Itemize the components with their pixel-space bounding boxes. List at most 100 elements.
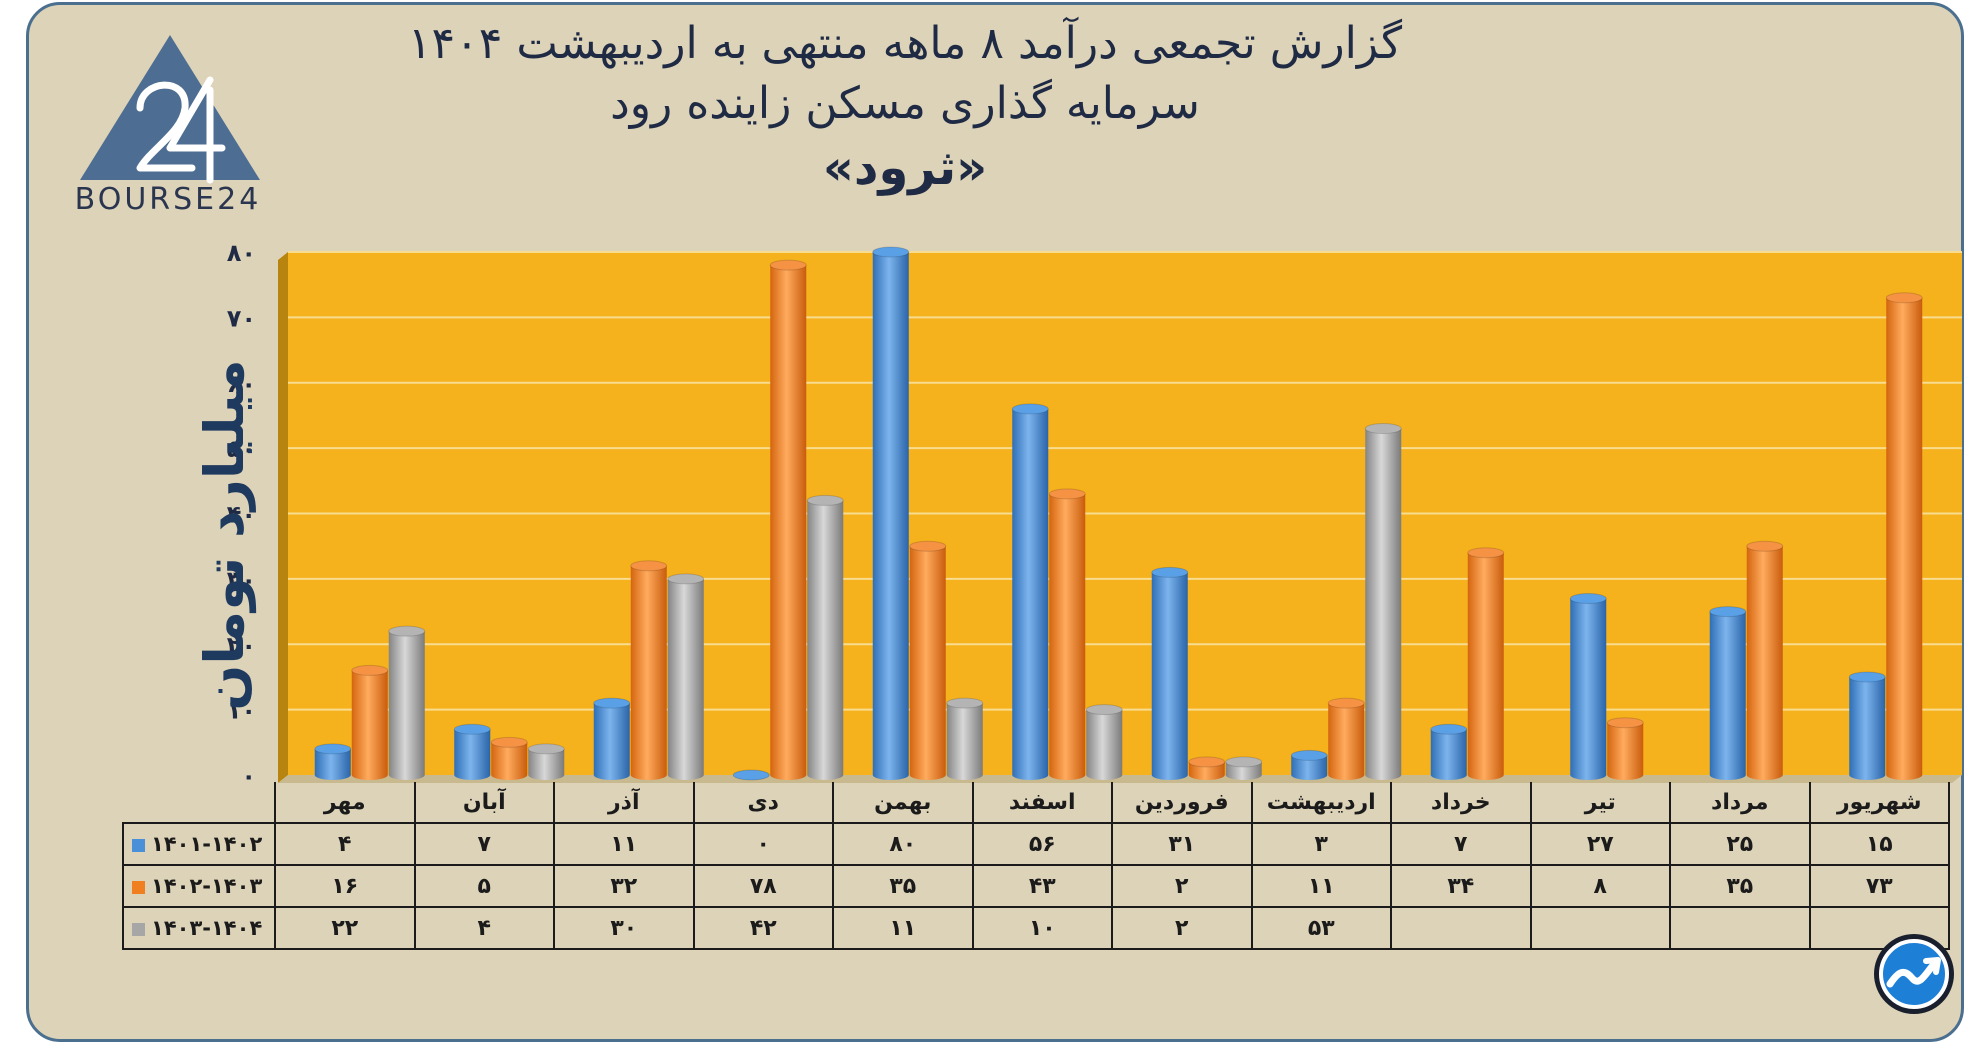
company-name: سرمایه گذاری مسکن زاینده رود [610,78,1200,129]
bar [314,743,352,780]
bar [946,697,984,780]
y-tick-label: ۸۰ [227,239,256,267]
bar [1364,423,1402,780]
data-label: ۷ [1390,822,1532,866]
data-label: ۴ [413,906,555,950]
data-label: ۳۵ [1669,864,1811,908]
data-label: ۲۵ [1669,822,1811,866]
bar [769,259,807,780]
bar [1290,749,1328,780]
y-tick-label: ۰ [241,762,256,790]
category-label: شهریور [1808,782,1950,824]
data-label: ۱۰ [971,906,1113,950]
data-label [1669,906,1811,950]
bar [1430,723,1468,780]
category-label: بهمن [832,782,974,824]
data-label: ۲۲ [274,906,416,950]
data-label: ۸ [1529,864,1671,908]
report-title: گزارش تجمعی درآمد ۸ ماهه منتهی به اردیبه… [407,18,1403,69]
category-label: آذر [553,782,695,824]
data-label: ۳۴ [1390,864,1532,908]
bar [1048,488,1086,780]
category-label: تیر [1529,782,1671,824]
data-label: ۰ [692,822,834,866]
category-label: اردیبهشت [1250,782,1392,824]
legend-swatch [132,880,145,894]
bar [1225,756,1263,780]
plot-side-wall [278,252,288,783]
data-table: مهر آبان آذر دی بهمن اسفند فروردین اردیبهشت خردا… [122,782,1950,950]
data-label: ۱۶ [274,864,416,908]
table-row: ۱۴۰۲-۱۴۰۳ ۱۶ ۵ ۳۲ ۷۸ ۳۵ ۴۳ ۲ ۱۱ ۳۴ ۸ ۳۵ ۷۳ [122,864,1950,908]
data-label: ۱۵ [1808,822,1950,866]
legend-swatch [132,838,145,852]
y-tick-label: ۴۰ [227,501,256,529]
table-corner [123,782,275,823]
data-label: ۵ [413,864,555,908]
logo-text: BOURSE24 [74,182,262,217]
bar [1467,547,1505,780]
bourse24-logo-icon [80,35,260,184]
ticker-symbol: «ثرود» [822,140,988,196]
bar [732,769,770,781]
y-tick-label: ۲۰ [227,631,256,659]
bar [1151,566,1189,780]
bar [872,246,910,780]
bar [1569,592,1607,780]
category-label: فروردین [1111,782,1253,824]
data-label: ۲ [1111,906,1253,950]
data-label: ۳۲ [553,864,695,908]
legend-swatch [132,922,145,936]
series-name: ۱۴۰۳-۱۴۰۴ [151,916,263,940]
data-label: ۷۳ [1808,864,1950,908]
bar [1746,540,1784,780]
y-tick-label: ۷۰ [227,304,256,332]
legend-entry: ۱۴۰۳-۱۴۰۴ [122,906,276,950]
category-label: اسفند [971,782,1113,824]
category-label: دی [692,782,834,824]
bar [527,743,565,780]
data-label: ۳۵ [832,864,974,908]
bar [1188,756,1226,780]
legend-entry: ۱۴۰۲-۱۴۰۳ [122,864,276,908]
y-tick-label: ۱۰ [227,697,256,725]
data-label [1390,906,1532,950]
table-row: ۱۴۰۱-۱۴۰۲ ۴ ۷ ۱۱ ۰ ۸۰ ۵۶ ۳۱ ۳ ۷ ۲۷ ۲۵ ۱۵ [122,822,1950,866]
data-label: ۳۰ [553,906,695,950]
bar [453,723,491,780]
data-label: ۵۳ [1250,906,1392,950]
y-axis-label: میلیارد تومان [193,359,256,711]
bar [1327,697,1365,780]
bar [388,625,426,780]
category-label: مهر [274,782,416,824]
bar [490,736,528,780]
bar [1011,403,1049,780]
legend-entry: ۱۴۰۱-۱۴۰۲ [122,822,276,866]
y-tick-label: ۶۰ [227,370,256,398]
series-name: ۱۴۰۲-۱۴۰۳ [151,874,263,898]
bar [667,573,705,780]
trend-badge-icon [1874,934,1954,1014]
bar [630,560,668,780]
bar [1848,671,1886,780]
data-label: ۷۸ [692,864,834,908]
y-tick-label: ۳۰ [227,566,256,594]
data-label: ۴۳ [971,864,1113,908]
data-label: ۷ [413,822,555,866]
data-label: ۲ [1111,864,1253,908]
data-label: ۱۱ [1250,864,1392,908]
y-tick-label: ۵۰ [227,435,256,463]
table-row: ۱۴۰۳-۱۴۰۴ ۲۲ ۴ ۳۰ ۴۲ ۱۱ ۱۰ ۲ ۵۳ [122,906,1950,950]
bar [909,540,947,780]
data-label: ۱۱ [832,906,974,950]
series-name: ۱۴۰۱-۱۴۰۲ [151,832,263,856]
data-label: ۴۲ [692,906,834,950]
data-label: ۱۱ [553,822,695,866]
bar [1085,704,1123,780]
bar [806,494,844,780]
bar [593,697,631,780]
data-label: ۸۰ [832,822,974,866]
category-label: آبان [413,782,555,824]
bar [1709,606,1747,780]
